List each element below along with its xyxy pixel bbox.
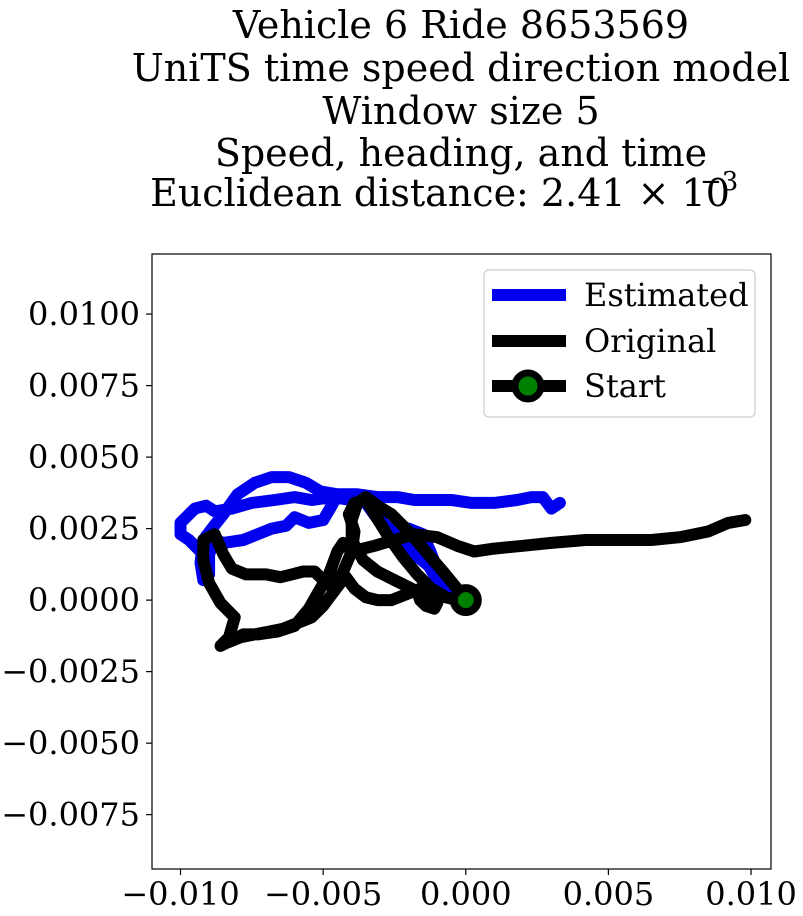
marker-layer xyxy=(449,584,482,617)
axes-frame xyxy=(151,253,772,870)
series-layer xyxy=(174,471,752,652)
plot-area: −0.010 −0.005 0.000 0.005 0.010 0.0100 0.0075… xyxy=(1,253,797,913)
series-line-original xyxy=(197,491,752,652)
legend-swatch-start-marker xyxy=(511,369,545,403)
x-axis: −0.010 −0.005 0.000 0.005 0.010 xyxy=(121,869,797,913)
y-tick-label: −0.0050 xyxy=(1,724,140,762)
title-line-4: Speed, heading, and time xyxy=(215,131,707,175)
y-tick-label: 0.0100 xyxy=(28,295,140,333)
legend-label-original: Original xyxy=(584,322,716,360)
title-line-5: Euclidean distance: 2.41 × 10 xyxy=(150,171,730,215)
legend-label-start: Start xyxy=(584,367,666,405)
x-tick-label: 0.000 xyxy=(420,875,512,913)
title-line-2: UniTS time speed direction model xyxy=(132,46,791,90)
start-marker xyxy=(449,584,482,617)
y-tick-label: 0.0000 xyxy=(28,581,140,619)
x-tick-label: 0.010 xyxy=(705,875,797,913)
chart-title: Vehicle 6 Ride 8653569 UniTS time speed … xyxy=(132,3,791,215)
legend: Estimated Original Start xyxy=(483,269,756,418)
y-tick-label: 0.0075 xyxy=(28,367,140,405)
title-line-3: Window size 5 xyxy=(322,89,599,133)
y-axis: 0.0100 0.0075 0.0050 0.0025 0.0000 −0.0025 −0.… xyxy=(1,295,152,834)
y-tick-label: −0.0075 xyxy=(1,796,140,834)
y-tick-label: −0.0025 xyxy=(1,653,140,691)
y-tick-label: 0.0050 xyxy=(28,438,140,476)
y-tick-label: 0.0025 xyxy=(28,510,140,548)
title-line-1: Vehicle 6 Ride 8653569 xyxy=(232,3,689,47)
x-tick-label: 0.005 xyxy=(563,875,655,913)
x-tick-label: −0.005 xyxy=(264,875,382,913)
title-exponent: −3 xyxy=(700,167,738,197)
x-tick-label: −0.010 xyxy=(121,875,239,913)
legend-label-estimated: Estimated xyxy=(584,276,749,314)
